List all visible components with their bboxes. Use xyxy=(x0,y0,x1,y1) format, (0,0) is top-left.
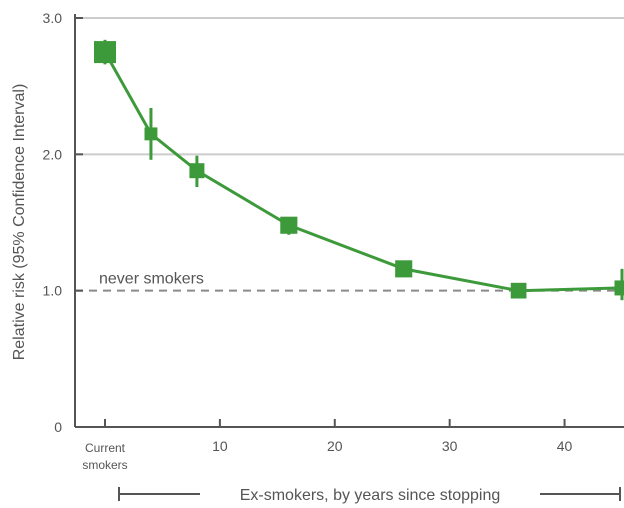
y-axis-title: Relative risk (95% Confidence Interval) xyxy=(11,84,28,361)
data-point xyxy=(94,41,116,63)
data-point xyxy=(615,280,624,295)
x-tick-label-current-smokers: smokers xyxy=(82,458,127,472)
x-tick-label: 30 xyxy=(442,438,458,454)
x-tick-label: 10 xyxy=(212,438,228,454)
x-tick-label-current-smokers: Current xyxy=(85,441,126,455)
data-point xyxy=(145,127,158,140)
x-tick-label: 20 xyxy=(327,438,343,454)
y-tick-label: 0 xyxy=(54,419,62,435)
y-tick-label: 1.0 xyxy=(43,283,63,299)
axes xyxy=(75,14,624,427)
data-point xyxy=(395,260,412,277)
never-smokers-label: never smokers xyxy=(99,271,204,288)
y-tick-labels: 0 1.0 2.0 3.0 xyxy=(43,10,63,435)
x-tick-label: 40 xyxy=(557,438,573,454)
data-point xyxy=(280,217,297,234)
series-line-path xyxy=(105,52,622,291)
x-axis-title: Ex-smokers, by years since stopping xyxy=(240,487,501,504)
series-line xyxy=(94,40,624,300)
data-point xyxy=(511,283,527,299)
x-tick-labels: Current smokers 10 20 30 40 xyxy=(82,438,572,472)
data-point xyxy=(189,163,204,178)
y-tick-label: 3.0 xyxy=(43,10,63,26)
y-tick-label: 2.0 xyxy=(43,146,63,162)
